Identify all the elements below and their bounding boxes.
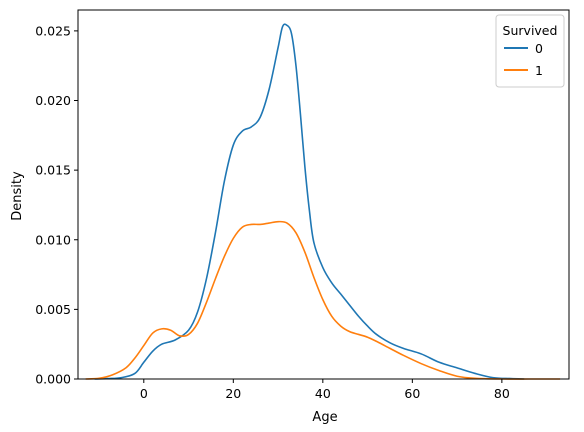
x-tick-label: 20 <box>225 386 241 401</box>
series-line-1 <box>85 220 561 380</box>
y-tick-label: 0.005 <box>35 302 71 317</box>
legend-title: Survived <box>503 23 558 38</box>
x-tick-label: 0 <box>140 386 148 401</box>
x-tick-label: 40 <box>315 386 331 401</box>
x-tick-label: 80 <box>494 386 510 401</box>
plot-frame <box>77 9 570 380</box>
x-tick-label: 60 <box>404 386 420 401</box>
y-tick-label: 0.025 <box>35 23 71 38</box>
legend-label-0: 0 <box>535 41 543 56</box>
y-tick-label: 0.015 <box>35 163 71 178</box>
y-tick-label: 0.020 <box>35 93 71 108</box>
y-tick-label: 0.010 <box>35 232 71 247</box>
series-line-0 <box>94 23 525 380</box>
legend: Survived 0 1 <box>495 14 565 88</box>
x-axis-label: Age <box>312 410 337 425</box>
ticks-layer: 0 20 40 60 80 0.000 0.005 0.010 0.015 0.020 0.025 <box>35 23 510 401</box>
legend-label-1: 1 <box>535 63 543 78</box>
y-axis-label: Density <box>10 171 25 221</box>
y-tick-label: 0.000 <box>35 372 71 387</box>
curves-layer <box>85 23 561 380</box>
